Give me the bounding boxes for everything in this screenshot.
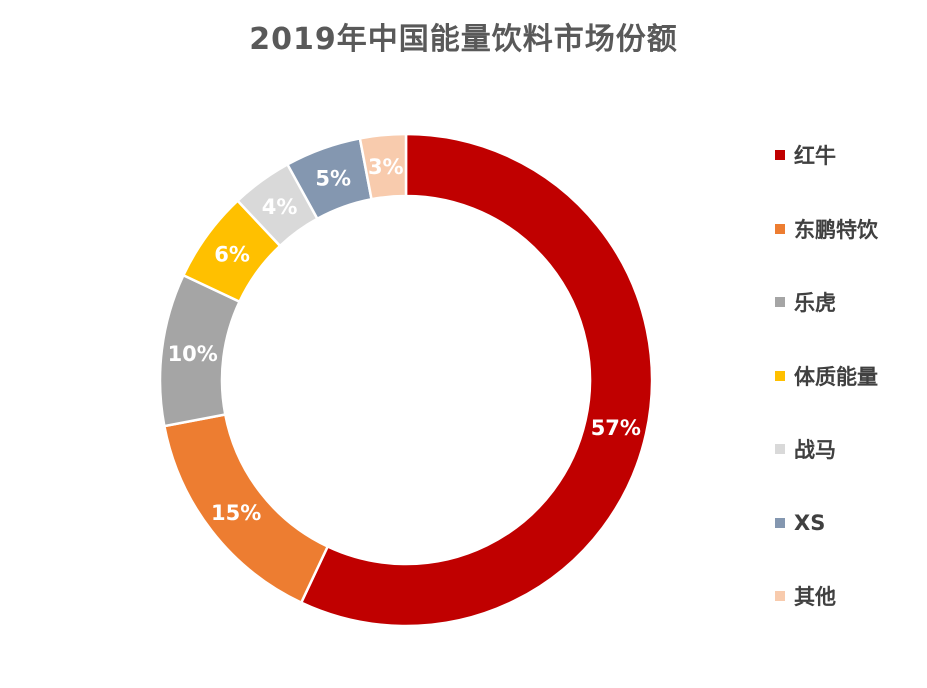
legend-swatch-2 bbox=[775, 223, 785, 234]
legend-item-7[interactable]: 其他 bbox=[775, 581, 836, 611]
data-label-3: 10% bbox=[168, 342, 218, 366]
legend-swatch-6 bbox=[775, 517, 785, 528]
data-label-7: 3% bbox=[368, 155, 404, 179]
legend-swatch-1 bbox=[775, 150, 785, 160]
legend-label-3: 乐虎 bbox=[794, 291, 836, 315]
data-label-5: 4% bbox=[262, 195, 298, 219]
legend-swatch-4 bbox=[775, 370, 785, 381]
legend-swatch-5 bbox=[775, 444, 785, 454]
data-label-2: 15% bbox=[211, 501, 261, 525]
data-label-1: 57% bbox=[591, 416, 641, 440]
legend-label-5: 战马 bbox=[794, 438, 836, 462]
legend-item-6[interactable]: XS bbox=[775, 508, 825, 538]
data-label-6: 5% bbox=[315, 167, 351, 191]
legend-item-1[interactable]: 红牛 bbox=[775, 140, 836, 170]
legend-label-1: 红牛 bbox=[794, 144, 836, 168]
legend-label-6: XS bbox=[794, 510, 826, 535]
data-label-4: 6% bbox=[214, 243, 250, 267]
legend-swatch-3 bbox=[775, 297, 785, 307]
legend-item-3[interactable]: 乐虎 bbox=[775, 287, 836, 317]
legend-item-4[interactable]: 体质能量 bbox=[775, 361, 878, 391]
legend-label-2: 东鹏特饮 bbox=[794, 217, 878, 242]
legend-item-5[interactable]: 战马 bbox=[775, 434, 836, 464]
legend-label-7: 其他 bbox=[794, 585, 836, 609]
legend-swatch-7 bbox=[775, 591, 785, 601]
donut-slice-7[interactable] bbox=[358, 132, 408, 201]
legend-item-2[interactable]: 东鹏特饮 bbox=[775, 214, 878, 244]
donut-slice-1[interactable] bbox=[299, 132, 654, 628]
chart-title: 2019年中国能量饮料市场份额 bbox=[249, 22, 678, 57]
legend-label-4: 体质能量 bbox=[794, 364, 878, 389]
